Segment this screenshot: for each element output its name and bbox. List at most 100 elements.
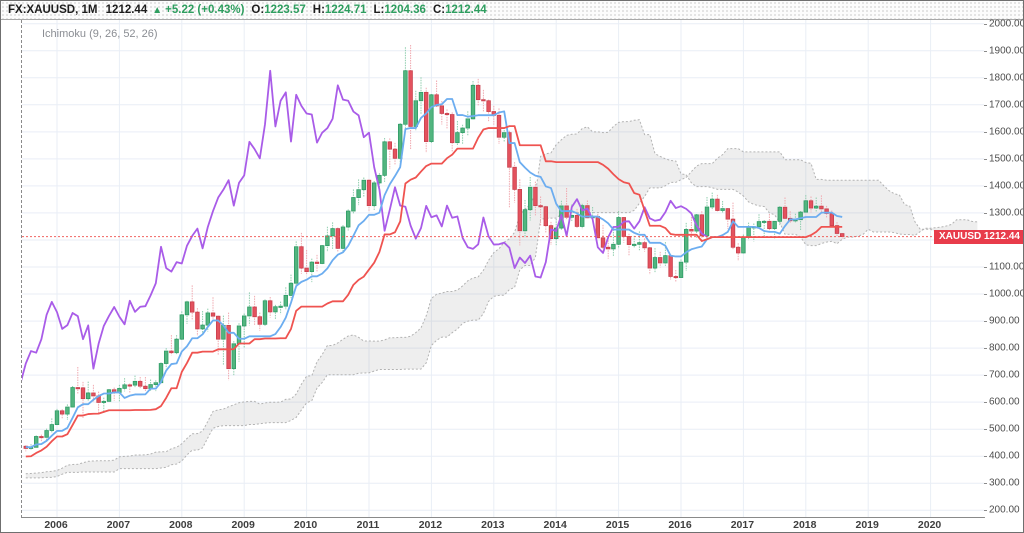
candle-down xyxy=(252,306,257,318)
candle-down xyxy=(226,324,231,370)
price-tag-symbol: XAUUSD xyxy=(939,231,982,243)
candle-up xyxy=(798,211,803,221)
candle-down xyxy=(392,148,398,159)
candle-down xyxy=(647,247,652,269)
chart-plot-area[interactable]: Ichimoku (9, 26, 52, 26) xyxy=(21,20,985,518)
candle-up xyxy=(293,246,299,284)
candle-up xyxy=(106,389,112,402)
candle-down xyxy=(423,91,429,142)
year-tick-label: 2007 xyxy=(106,519,131,531)
price-tick-label: 500.00 xyxy=(989,423,1020,435)
candle-down xyxy=(736,246,741,254)
price-tick-mark xyxy=(984,456,987,458)
price-tick-label: 700.00 xyxy=(989,369,1020,381)
candle-up xyxy=(330,228,335,237)
candle-down xyxy=(143,385,148,390)
candle-up xyxy=(527,186,533,211)
candle-up xyxy=(397,123,403,159)
price-tick-mark xyxy=(984,50,987,52)
candle-up xyxy=(413,100,418,127)
candle-down xyxy=(60,410,65,415)
candle-up xyxy=(345,210,351,228)
price-tick-mark xyxy=(984,185,987,187)
candle-down xyxy=(715,198,720,211)
candle-up xyxy=(371,182,377,207)
candle-up xyxy=(455,132,460,144)
year-tick-label: 2020 xyxy=(917,519,942,531)
symbol-title: FX:XAUUSD, 1M xyxy=(8,4,98,16)
candle-up xyxy=(325,235,330,247)
price-tick-mark xyxy=(984,402,987,404)
candle-down xyxy=(195,311,200,330)
candle-up xyxy=(720,208,725,211)
candle-down xyxy=(39,436,44,439)
candle-down xyxy=(486,100,491,112)
candle-up xyxy=(361,179,366,191)
price-tick-mark xyxy=(984,294,987,296)
candle-down xyxy=(299,246,304,269)
candle-up xyxy=(319,245,325,264)
candle-down xyxy=(127,384,132,387)
grid-layer xyxy=(22,20,984,517)
candle-up xyxy=(803,200,808,213)
year-tick-label: 2015 xyxy=(605,519,630,531)
candle-up xyxy=(470,84,476,120)
open-label: O: xyxy=(251,4,265,16)
year-tick-label: 2019 xyxy=(855,519,879,531)
candle-down xyxy=(449,114,455,144)
open-value: 1223.57 xyxy=(264,4,306,16)
price-tick-label: 600.00 xyxy=(989,396,1020,408)
candle-down xyxy=(257,316,262,325)
candle-down xyxy=(512,166,517,190)
candle-up xyxy=(179,314,184,340)
candle-up xyxy=(174,338,179,354)
candle-up xyxy=(663,255,668,264)
candle-down xyxy=(533,186,538,207)
price-axis[interactable]: 2000.00 1900.00 1800.00 1700.00 1600.00 1500.… xyxy=(984,18,1024,517)
chart-canvas[interactable] xyxy=(22,20,984,517)
ichimoku-cloud xyxy=(25,119,978,479)
candle-down xyxy=(408,70,413,127)
candle-up xyxy=(122,384,127,389)
candle-down xyxy=(621,217,626,237)
candle-up xyxy=(283,294,288,307)
candle-down xyxy=(730,218,736,248)
candle-up xyxy=(632,243,637,246)
chikou-span-line xyxy=(22,69,708,381)
candle-up xyxy=(278,305,283,308)
candle-down xyxy=(595,216,600,239)
candle-up xyxy=(465,118,470,129)
price-change: +5.22 (+0.43%) xyxy=(165,4,245,16)
candle-up xyxy=(684,229,689,263)
close-value: 1212.44 xyxy=(445,4,487,16)
candle-up xyxy=(340,226,346,249)
year-tick-label: 2014 xyxy=(543,519,567,531)
candle-down xyxy=(689,229,694,232)
candle-up xyxy=(611,243,616,250)
price-tick-label: 1300.00 xyxy=(989,207,1024,219)
tenkan-sen-line xyxy=(25,98,843,449)
candle-up xyxy=(637,242,642,245)
year-tick-label: 2006 xyxy=(44,519,68,531)
candle-up xyxy=(522,209,528,232)
price-tick-label: 1800.00 xyxy=(989,72,1024,84)
candle-down xyxy=(767,220,772,230)
candle-down xyxy=(699,214,704,237)
candle-down xyxy=(642,242,647,249)
candle-down xyxy=(75,387,80,390)
candle-down xyxy=(829,213,834,227)
low-value: 1204.36 xyxy=(384,4,426,16)
time-axis[interactable]: 2006 2007 2008 2009 2010 2011 2012 2013 2014 2015… xyxy=(1,518,1023,532)
candle-up xyxy=(262,300,268,325)
year-tick-label: 2011 xyxy=(356,519,380,531)
high-label: H: xyxy=(312,4,325,16)
candle-up xyxy=(746,226,751,238)
kijun-sen-line xyxy=(25,125,843,458)
candle-down xyxy=(189,301,195,313)
candle-up xyxy=(288,282,294,296)
symbol-header-bar: FX:XAUUSD, 1M 1212.44 ▲ +5.22 (+0.43%) O… xyxy=(1,1,1023,20)
indicator-legend[interactable]: Ichimoku (9, 26, 52, 26) xyxy=(42,28,158,40)
candle-down xyxy=(782,206,788,219)
candle-down xyxy=(335,228,340,249)
